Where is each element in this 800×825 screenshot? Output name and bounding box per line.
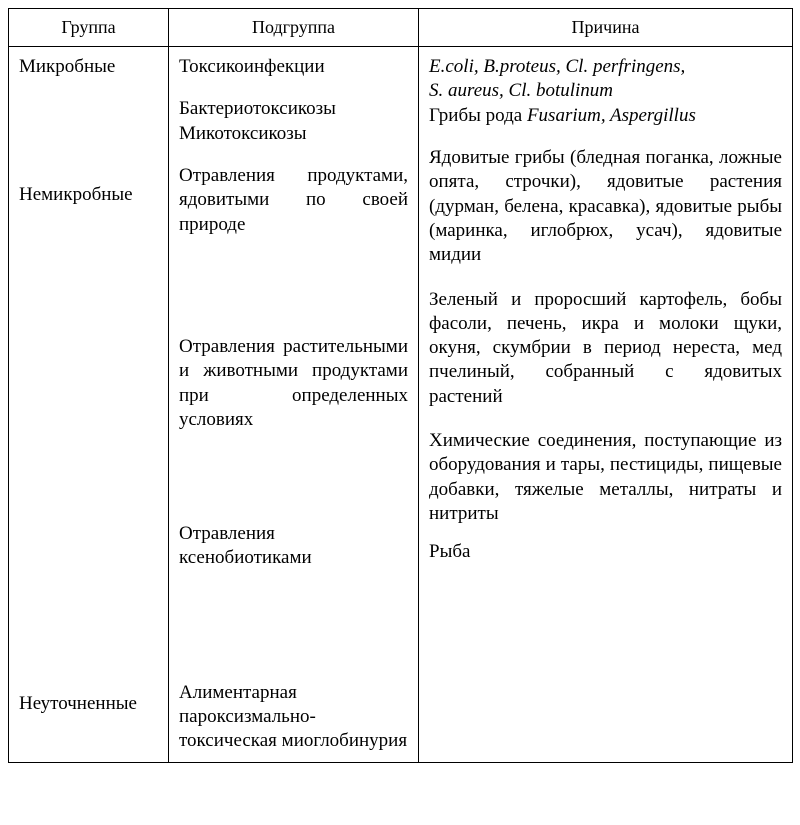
subgroup-label: Отравления ксенобиотиками [179,522,408,571]
group-label: Микробные [19,55,158,79]
subgroup-cell: Токсикоинфекции Бактериотоксикозы Микото… [169,47,419,763]
subgroup-label: Алиментарная пароксизмально-токсическая … [179,681,408,754]
cause-text: Рыба [429,540,782,564]
cause-text: Зеленый и проросший картофель, бобы фасо… [429,288,782,410]
cause-cell: E.coli, B.proteus, Cl. perfringens, S. a… [419,47,793,763]
table-header-row: Группа Подгруппа Причина [9,9,793,47]
subgroup-label: Бактериотоксикозы [179,97,408,121]
col-header-cause: Причина [419,9,793,47]
classification-table: Группа Подгруппа Причина Микробные Немик… [8,8,793,763]
cause-text: Грибы рода Fusarium, Aspergillus [429,104,782,128]
col-header-subgroup: Подгруппа [169,9,419,47]
group-label: Немикробные [19,183,158,207]
subgroup-label: Токсикоинфекции [179,55,408,79]
cause-text: Химические соединения, поступающие из об… [429,429,782,526]
table-body-row: Микробные Немикробные Неуточненные Токси… [9,47,793,763]
subgroup-label: Отравления продуктами, ядовитыми по свое… [179,164,408,237]
col-header-group: Группа [9,9,169,47]
subgroup-label: Отравления растительными и животными про… [179,335,408,432]
group-cell: Микробные Немикробные Неуточненные [9,47,169,763]
cause-text: E.coli, B.proteus, Cl. perfringens, [429,55,782,79]
group-label: Неуточненные [19,692,158,716]
subgroup-label: Микотоксикозы [179,122,408,146]
cause-text: S. aureus, Cl. botulinum [429,79,782,103]
cause-text: Ядовитые грибы (бледная поганка, ложные … [429,146,782,268]
